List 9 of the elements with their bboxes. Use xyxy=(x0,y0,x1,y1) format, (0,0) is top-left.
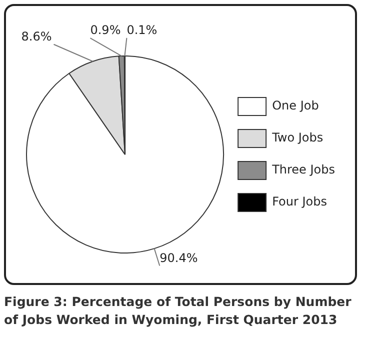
data-label: 0.9% xyxy=(90,23,121,38)
legend-label: Two Jobs xyxy=(271,130,324,145)
data-label: 0.1% xyxy=(126,23,158,38)
legend-label: Three Jobs xyxy=(271,162,335,177)
text: Figure 3: Percentage of Total Persons by Number of Jobs Worked in Wyoming, First Quarter 2013 xyxy=(4,293,352,329)
data-label: 90.4% xyxy=(160,250,198,265)
legend-label: One Job xyxy=(272,98,319,113)
legend-label: Four Jobs xyxy=(272,194,327,209)
data-label: 8.6% xyxy=(21,29,52,44)
